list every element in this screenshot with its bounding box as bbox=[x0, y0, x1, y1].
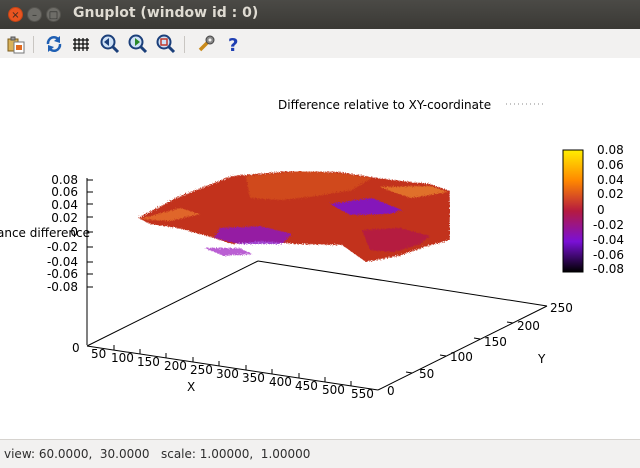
x-tick-label: 250 bbox=[190, 363, 213, 377]
close-button[interactable]: × bbox=[8, 7, 23, 22]
z-axis-label: ance difference bbox=[0, 226, 90, 240]
y-tick-label: 150 bbox=[484, 335, 507, 349]
help-icon[interactable]: ? bbox=[223, 33, 245, 55]
x-tick-label: 500 bbox=[322, 383, 345, 397]
y-tick-labels: 0 50 100 150 200 250 bbox=[387, 301, 573, 398]
maximize-button[interactable]: □ bbox=[46, 7, 61, 22]
colorbox-tick-label: 0.08 bbox=[597, 143, 624, 157]
x-tick-label: 200 bbox=[164, 359, 187, 373]
x-tick-label: 50 bbox=[91, 347, 106, 361]
colorbox bbox=[562, 149, 584, 273]
x-tick-label: 450 bbox=[295, 379, 318, 393]
toolbar-separator bbox=[184, 36, 185, 53]
toolbar-separator bbox=[33, 36, 34, 53]
status-text: view: 60.0000, 30.0000 scale: 1.00000, 1… bbox=[4, 447, 311, 461]
autoscale-icon[interactable] bbox=[155, 33, 177, 55]
colorbox-tick-label: 0.04 bbox=[597, 173, 624, 187]
minimize-button[interactable]: – bbox=[27, 7, 42, 22]
zoom-next-icon[interactable] bbox=[127, 33, 149, 55]
base-grid-ticks bbox=[113, 321, 514, 386]
status-bar: view: 60.0000, 30.0000 scale: 1.00000, 1… bbox=[0, 439, 640, 468]
grid-icon[interactable] bbox=[71, 33, 93, 55]
z-tick-label: -0.06 bbox=[47, 267, 78, 281]
z-tick-label: 0.02 bbox=[51, 211, 78, 225]
zoom-prev-icon[interactable] bbox=[99, 33, 121, 55]
colorbox-tick-labels: 0.08 0.06 0.04 0.02 0 -0.02 -0.04 -0.06 … bbox=[593, 143, 624, 276]
z-tick-label: 0.06 bbox=[51, 185, 78, 199]
colorbox-tick-label: -0.08 bbox=[593, 262, 624, 276]
toolbar: ? bbox=[0, 29, 640, 59]
copy-to-clipboard-icon[interactable] bbox=[5, 33, 27, 55]
z-tick-labels: 0.08 0.06 0.04 0.02 0 -0.02 -0.04 -0.06 … bbox=[47, 173, 78, 294]
x-tick-labels: 0 50 100 150 200 250 300 350 400 450 500… bbox=[72, 341, 374, 401]
colorbox-tick-label: 0.06 bbox=[597, 158, 624, 172]
colorbox-tick-label: -0.06 bbox=[593, 248, 624, 262]
svg-text:?: ? bbox=[228, 35, 238, 55]
y-tick-label: 0 bbox=[387, 384, 395, 398]
z-tick-label: 0.08 bbox=[51, 173, 78, 187]
z-tick-label: -0.08 bbox=[47, 280, 78, 294]
z-tick-marks bbox=[87, 179, 93, 288]
title-bar: × – □ Gnuplot (window id : 0) bbox=[0, 0, 640, 29]
replot-icon[interactable] bbox=[43, 33, 65, 55]
base-frame bbox=[86, 260, 548, 391]
z-tick-label: -0.02 bbox=[47, 240, 78, 254]
x-tick-label: 400 bbox=[269, 375, 292, 389]
x-tick-label: 150 bbox=[137, 355, 160, 369]
x-tick-label: 100 bbox=[111, 351, 134, 365]
z-tick-label: -0.04 bbox=[47, 255, 78, 269]
colorbox-tick-label: 0.02 bbox=[597, 187, 624, 201]
y-tick-label: 50 bbox=[419, 367, 434, 381]
y-tick-label: 250 bbox=[550, 301, 573, 315]
key-title: Difference relative to XY-coordinate bbox=[278, 98, 491, 112]
z-tick-label: 0 bbox=[70, 225, 78, 239]
x-axis-label: X bbox=[187, 380, 195, 394]
settings-icon[interactable] bbox=[195, 33, 217, 55]
x-tick-label: 550 bbox=[351, 387, 374, 401]
x-tick-label: 350 bbox=[242, 371, 265, 385]
z-tick-label: 0.04 bbox=[51, 198, 78, 212]
y-tick-label: 100 bbox=[450, 350, 473, 364]
colorbox-tick-label: -0.04 bbox=[593, 233, 624, 247]
surface-data bbox=[138, 171, 450, 262]
window-title: Gnuplot (window id : 0) bbox=[73, 5, 259, 21]
colorbox-tick-label: -0.02 bbox=[593, 218, 624, 232]
colorbox-tick-label: 0 bbox=[597, 203, 605, 217]
x-tick-label: 300 bbox=[216, 367, 239, 381]
y-tick-label: 200 bbox=[517, 319, 540, 333]
y-axis-label: Y bbox=[537, 352, 546, 366]
plot-canvas[interactable]: Difference relative to XY-coordinate 0.0… bbox=[0, 58, 640, 439]
x-tick-label: 0 bbox=[72, 341, 80, 355]
